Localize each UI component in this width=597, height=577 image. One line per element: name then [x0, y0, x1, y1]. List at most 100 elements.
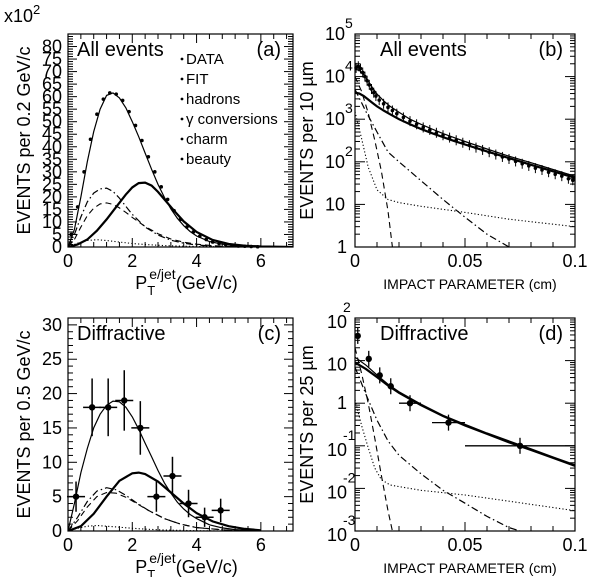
x-tick-label: 0.1 — [562, 535, 587, 555]
panel-c: 0 2 4 6051015202530EVENTS per 0.5 GeV/cPTe/… — [14, 315, 293, 577]
y-tick-exponent: 2 — [345, 143, 353, 159]
data-point — [76, 205, 80, 209]
y-tick-label: 10 — [325, 194, 345, 214]
x-tick-label: 0 — [63, 535, 73, 555]
data-point — [166, 198, 170, 202]
x-tick-label: 0.05 — [447, 251, 482, 271]
legend-marker — [181, 138, 184, 141]
data-point — [172, 209, 176, 213]
data-point — [153, 493, 159, 499]
x-label-sub: T — [147, 567, 155, 577]
data-point — [355, 333, 361, 339]
data-point — [89, 404, 95, 410]
data-point — [377, 372, 383, 378]
data-point — [421, 126, 425, 130]
data-point — [454, 138, 458, 142]
x-label-tail: (GeV/c) — [176, 557, 238, 577]
series-conversions-curve — [355, 89, 509, 247]
y-tick-label: 10 — [325, 67, 345, 87]
legend-marker — [181, 158, 184, 161]
data-point — [365, 79, 369, 83]
series-fit-curve — [355, 357, 575, 465]
x-tick-label: 0.1 — [562, 251, 587, 271]
data-point — [461, 141, 465, 145]
plot-frame — [68, 318, 293, 531]
legend-entry: DATA — [186, 51, 224, 68]
data-points — [355, 328, 575, 454]
series-beauty-curve — [68, 473, 261, 531]
y-tick-label: 15 — [42, 418, 62, 438]
data-point — [361, 71, 365, 75]
data-point — [395, 112, 399, 116]
series-hadrons-curve — [355, 400, 575, 511]
panel-title: Diffractive — [380, 323, 469, 345]
y-tick-label: 10 — [42, 452, 62, 472]
data-point — [501, 155, 505, 159]
data-point — [121, 99, 125, 103]
y-tick-label: 5 — [52, 487, 62, 507]
series-charm-curve — [68, 493, 261, 532]
data-point — [415, 122, 419, 126]
y-tick-exponent: 2 — [343, 299, 351, 315]
data-point — [179, 218, 183, 222]
y-tick-label: 10 — [327, 525, 347, 545]
y-tick-exponent: 3 — [345, 100, 353, 116]
data-point — [69, 233, 73, 237]
data-point — [571, 178, 575, 182]
y-tick-label: 10 — [325, 152, 345, 172]
x-tick-label: 0 — [350, 535, 360, 555]
data-point — [108, 91, 112, 95]
legend-marker — [181, 98, 184, 101]
data-point — [114, 92, 118, 96]
panel-title: All events — [380, 39, 467, 61]
panel-tag: (d) — [539, 323, 563, 345]
data-point — [494, 153, 498, 157]
y-tick-exponent: 4 — [345, 58, 353, 74]
data-point — [237, 244, 241, 248]
data-point — [474, 146, 478, 150]
data-point — [527, 164, 531, 168]
data-point — [402, 116, 406, 120]
y-tick-label: 10 — [327, 355, 347, 375]
data-point — [134, 124, 138, 128]
legend: DATAFIThadronsγ conversionscharmbeauty — [181, 51, 278, 168]
data-point — [368, 83, 372, 87]
y-axis-label: EVENTS per 0.2 GeV/c — [14, 46, 34, 234]
series-beauty-curve — [355, 363, 575, 466]
data-point — [388, 383, 394, 389]
y-axis-label: EVENTS per 0.5 GeV/c — [14, 330, 34, 518]
x-label-main: P — [135, 273, 147, 293]
data-point — [517, 443, 523, 449]
data-point — [140, 139, 144, 143]
x-tick-label: 6 — [256, 251, 266, 271]
x-label-tail: (GeV/c) — [176, 273, 238, 293]
data-point — [256, 245, 260, 249]
data-points — [67, 370, 230, 527]
data-point — [553, 172, 557, 176]
panel-d: 0 0.05 0.110-310-210-1110102EVENTS per 25 … — [297, 299, 588, 576]
x-tick-label: 6 — [256, 535, 266, 555]
y-axis-label: EVENTS per 10 µm — [297, 61, 317, 219]
data-point — [487, 150, 491, 154]
legend-entry: hadrons — [186, 91, 240, 108]
legend-entry: γ conversions — [186, 111, 278, 128]
data-point — [121, 397, 127, 403]
x-axis-label: PTe/jet(GeV/c) — [135, 266, 237, 298]
data-point — [382, 102, 386, 106]
legend-marker — [181, 58, 184, 61]
data-point — [408, 119, 412, 123]
data-point — [441, 133, 445, 137]
x-tick-label: 2 — [127, 535, 137, 555]
data-point — [192, 230, 196, 234]
y-tick-label: 30 — [42, 315, 62, 335]
y-axis-label: EVENTS per 25 µm — [297, 345, 317, 503]
data-point — [391, 109, 395, 113]
data-point — [366, 356, 372, 362]
series-conversions-curve — [355, 367, 520, 531]
data-point — [89, 137, 93, 141]
panel-b: 0 0.05 0.1110102103104105EVENTS per 10 µmI… — [297, 15, 588, 292]
data-point — [372, 91, 376, 95]
x-tick-label: 0.05 — [447, 535, 482, 555]
data-point — [249, 245, 253, 249]
